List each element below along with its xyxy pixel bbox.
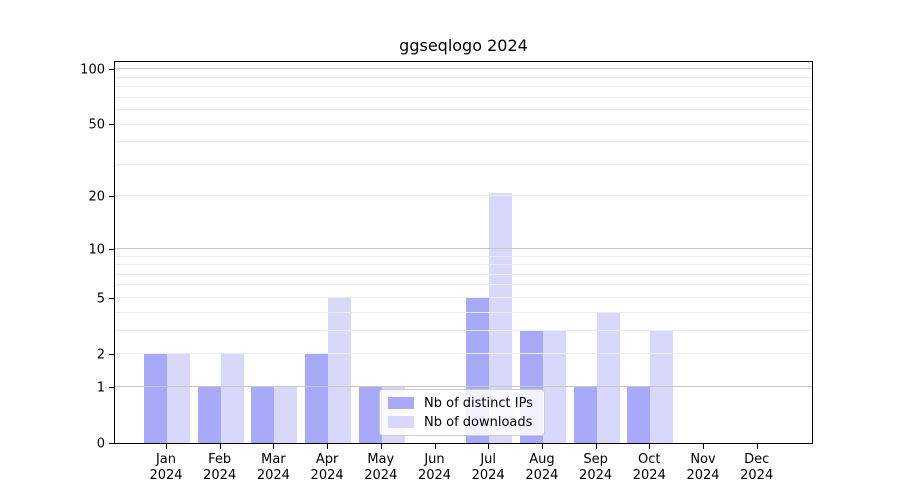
bar-feb-distinct-ips — [197, 386, 221, 443]
legend-swatch-downloads-icon — [388, 416, 414, 428]
legend: Nb of distinct IPs Nb of downloads — [379, 389, 545, 436]
x-tick-mark — [380, 444, 382, 449]
y-tick-mark — [109, 124, 114, 126]
bar-jul-downloads — [489, 192, 513, 443]
gridline-y-40 — [115, 141, 812, 143]
x-tick-mark — [273, 444, 275, 449]
x-axis-tick-label-mar: Mar 2024 — [256, 452, 290, 483]
bar-mar-distinct-ips — [251, 386, 275, 443]
legend-label: Nb of distinct IPs — [424, 395, 533, 411]
gridline-y-70 — [115, 96, 812, 98]
y-axis-tick-label: 2 — [96, 347, 105, 363]
y-tick-mark — [109, 196, 114, 198]
y-axis-tick-label: 1 — [96, 380, 105, 396]
x-axis-tick-label-dec: Dec 2024 — [740, 452, 774, 483]
bar-may-distinct-ips — [358, 386, 382, 443]
gridline-y-5 — [115, 296, 812, 298]
y-axis-tick-label: 10 — [88, 242, 105, 258]
bar-aug-downloads — [542, 330, 566, 443]
x-tick-mark — [166, 444, 167, 449]
gridline-y-3 — [115, 329, 812, 331]
gridline-y-20 — [115, 195, 812, 197]
y-axis-tick-label: 100 — [80, 62, 105, 78]
gridline-y-1 — [115, 385, 812, 387]
bar-jan-distinct-ips — [144, 354, 167, 443]
gridline-y-50 — [115, 123, 812, 125]
x-tick-mark — [541, 444, 543, 449]
x-axis-tick-label-sep: Sep 2024 — [579, 452, 613, 483]
gridline-y-7 — [115, 273, 812, 275]
x-tick-mark — [488, 444, 490, 449]
x-axis-tick-label-oct: Oct 2024 — [632, 452, 666, 483]
y-tick-mark — [109, 443, 114, 444]
x-tick-mark — [649, 444, 651, 449]
bar-apr-distinct-ips — [305, 354, 329, 443]
gridline-y-6 — [115, 284, 812, 286]
gridline-y-8 — [115, 264, 812, 265]
y-tick-mark — [109, 69, 114, 71]
gridline-y-80 — [115, 86, 812, 87]
gridline-y-4 — [115, 311, 812, 313]
legend-item-downloads: Nb of downloads — [388, 415, 536, 430]
bar-oct-distinct-ips — [627, 386, 651, 443]
legend-swatch-distinct-ips-icon — [388, 397, 414, 409]
legend-label: Nb of downloads — [424, 414, 533, 430]
x-axis-tick-label-nov: Nov 2024 — [686, 452, 720, 483]
x-tick-mark — [703, 444, 704, 449]
gridline-y-2 — [115, 353, 812, 354]
x-tick-mark — [434, 444, 436, 449]
bar-feb-downloads — [220, 354, 244, 443]
chart-title: ggseqlogo 2024 — [399, 36, 528, 55]
gridline-y-90 — [115, 76, 812, 78]
y-tick-mark — [109, 248, 114, 250]
y-tick-mark — [109, 386, 114, 388]
x-axis-tick-label-jul: Jul 2024 — [471, 452, 505, 483]
gridline-y-100 — [115, 68, 812, 70]
y-axis-tick-label: 50 — [88, 117, 105, 133]
plot-area — [114, 61, 813, 444]
gridline-y-30 — [115, 163, 812, 165]
x-tick-mark — [219, 444, 221, 449]
x-axis-tick-label-feb: Feb 2024 — [203, 452, 237, 483]
gridline-y-60 — [115, 108, 812, 110]
bar-sep-distinct-ips — [573, 386, 597, 443]
bar-oct-downloads — [650, 330, 674, 443]
x-axis-tick-label-jan: Jan 2024 — [149, 452, 183, 483]
y-tick-mark — [109, 353, 114, 355]
y-axis-tick-label: 0 — [96, 436, 105, 452]
bar-apr-downloads — [328, 297, 352, 443]
gridline-y-9 — [115, 255, 812, 257]
y-axis-tick-label: 5 — [96, 291, 105, 307]
x-tick-mark — [595, 444, 597, 449]
x-axis-tick-label-apr: Apr 2024 — [310, 452, 344, 483]
x-axis-tick-label-jun: Jun 2024 — [417, 452, 452, 483]
x-tick-mark — [756, 444, 758, 449]
bar-sep-downloads — [596, 312, 620, 443]
y-axis-tick-label: 20 — [88, 189, 105, 205]
x-axis-tick-label-aug: Aug 2024 — [525, 452, 559, 483]
bar-jan-downloads — [167, 354, 190, 443]
gridline-y-10 — [115, 247, 812, 249]
y-tick-mark — [109, 297, 114, 299]
legend-item-distinct-ips: Nb of distinct IPs — [388, 396, 536, 411]
bar-mar-downloads — [274, 386, 298, 443]
x-axis-tick-label-may: May 2024 — [364, 452, 398, 483]
x-tick-mark — [327, 444, 329, 449]
